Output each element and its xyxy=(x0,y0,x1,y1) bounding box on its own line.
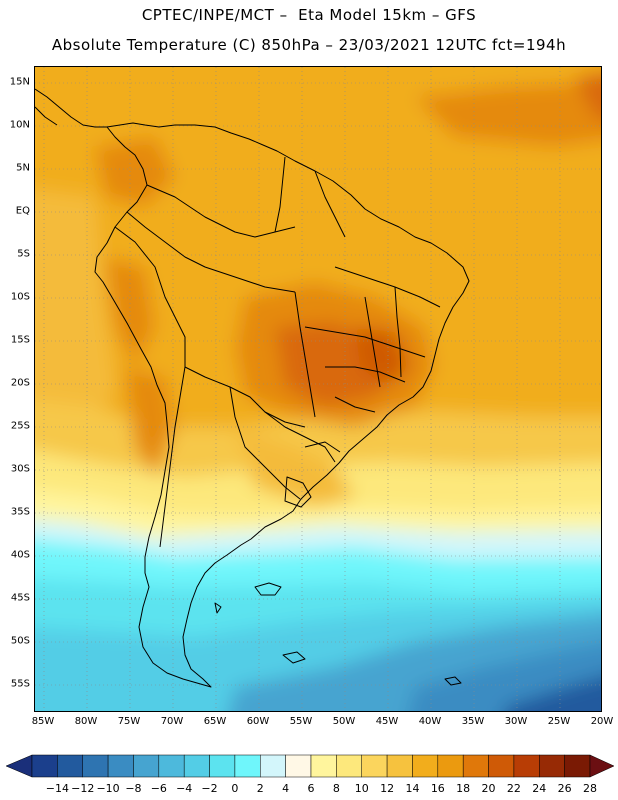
colorbar-right-arrow xyxy=(589,754,615,778)
colorbar-label: −10 xyxy=(96,782,120,795)
latitude-label: 5N xyxy=(16,162,30,174)
coastlines xyxy=(35,88,470,688)
colorbar-swatch xyxy=(260,754,286,778)
latitude-label: 30S xyxy=(10,463,30,475)
colorbar-swatch xyxy=(107,754,134,778)
colorbar-swatch xyxy=(513,754,540,778)
longitude-label: 70W xyxy=(160,716,184,727)
latitude-label: 50S xyxy=(10,635,30,647)
longitude-label: 80W xyxy=(74,716,98,727)
colorbar-label: 14 xyxy=(405,782,420,795)
longitude-label: 60W xyxy=(246,716,270,727)
colorbar-swatch xyxy=(57,754,83,778)
latitude-label: 15N xyxy=(9,76,30,88)
colorbar-label: −8 xyxy=(125,782,142,795)
latitude-label: 5S xyxy=(17,248,30,260)
colorbar-swatch xyxy=(183,754,210,778)
colorbar-label: −4 xyxy=(176,782,193,795)
colorbar-label: 22 xyxy=(506,782,521,795)
latitude-label: 25S xyxy=(10,420,30,432)
colorbar-swatch xyxy=(488,754,515,778)
colorbar-swatch xyxy=(437,754,464,778)
latitude-label: 10S xyxy=(10,291,30,303)
colorbar-swatch xyxy=(336,754,362,778)
colorbar-label: 26 xyxy=(557,782,572,795)
longitude-label: 50W xyxy=(332,716,356,727)
longitude-label: 45W xyxy=(375,716,399,727)
longitude-label: 25W xyxy=(547,716,571,727)
colorbar-label: 0 xyxy=(231,782,239,795)
colorbar-label: 6 xyxy=(307,782,315,795)
colorbar xyxy=(5,754,615,778)
title-line-2: Absolute Temperature (C) 850hPa – 23/03/… xyxy=(51,36,567,54)
longitude-label: 40W xyxy=(418,716,442,727)
colorbar-label: 18 xyxy=(456,782,471,795)
latitude-label: 20S xyxy=(10,377,30,389)
graticule xyxy=(35,67,601,711)
colorbar-label: 24 xyxy=(532,782,547,795)
latitude-label: 35S xyxy=(10,506,30,518)
colorbar-swatch xyxy=(234,754,261,778)
latitude-label: 40S xyxy=(10,549,30,561)
colorbar-left-arrow xyxy=(5,754,33,778)
colorbar-label: −2 xyxy=(201,782,218,795)
colorbar-swatch xyxy=(564,754,591,778)
colorbar-label: 10 xyxy=(354,782,369,795)
latitude-label: 15S xyxy=(10,334,30,346)
latitude-label: 10N xyxy=(9,119,30,131)
longitude-label: 75W xyxy=(117,716,141,727)
colorbar-swatch xyxy=(158,754,185,778)
longitude-label: 30W xyxy=(504,716,528,727)
colorbar-swatch xyxy=(310,754,337,778)
title-line-1: CPTEC/INPE/MCT – Eta Model 15km – GFS xyxy=(141,6,477,24)
colorbar-label: 12 xyxy=(380,782,395,795)
colorbar-swatch xyxy=(539,754,565,778)
colorbar-label: 8 xyxy=(332,782,340,795)
longitude-label: 55W xyxy=(289,716,313,727)
colorbar-swatch xyxy=(412,754,439,778)
latitude-label: 55S xyxy=(10,678,30,690)
colorbar-label: −14 xyxy=(45,782,69,795)
longitude-label: 35W xyxy=(461,716,485,727)
colorbar-label: 2 xyxy=(256,782,264,795)
longitude-label: 85W xyxy=(31,716,55,727)
colorbar-swatch xyxy=(361,754,388,778)
colorbar-label: 28 xyxy=(583,782,597,795)
colorbar-label: 4 xyxy=(282,782,290,795)
longitude-label: 65W xyxy=(203,716,227,727)
colorbar-swatch xyxy=(462,754,489,778)
longitude-label: 20W xyxy=(590,716,614,727)
colorbar-swatch xyxy=(285,754,312,778)
colorbar-swatch xyxy=(82,754,109,778)
colorbar-swatch xyxy=(133,754,160,778)
latitude-label: 45S xyxy=(10,592,30,604)
temperature-map xyxy=(35,67,601,711)
map-panel xyxy=(34,66,602,712)
colorbar-swatch xyxy=(31,754,58,778)
latitude-label: EQ xyxy=(15,205,30,217)
colorbar-label: 20 xyxy=(481,782,496,795)
colorbar-label: −6 xyxy=(150,782,167,795)
colorbar-label: −12 xyxy=(71,782,95,795)
colorbar-swatch xyxy=(386,754,413,778)
colorbar-swatch xyxy=(209,754,236,778)
colorbar-label: 16 xyxy=(430,782,445,795)
